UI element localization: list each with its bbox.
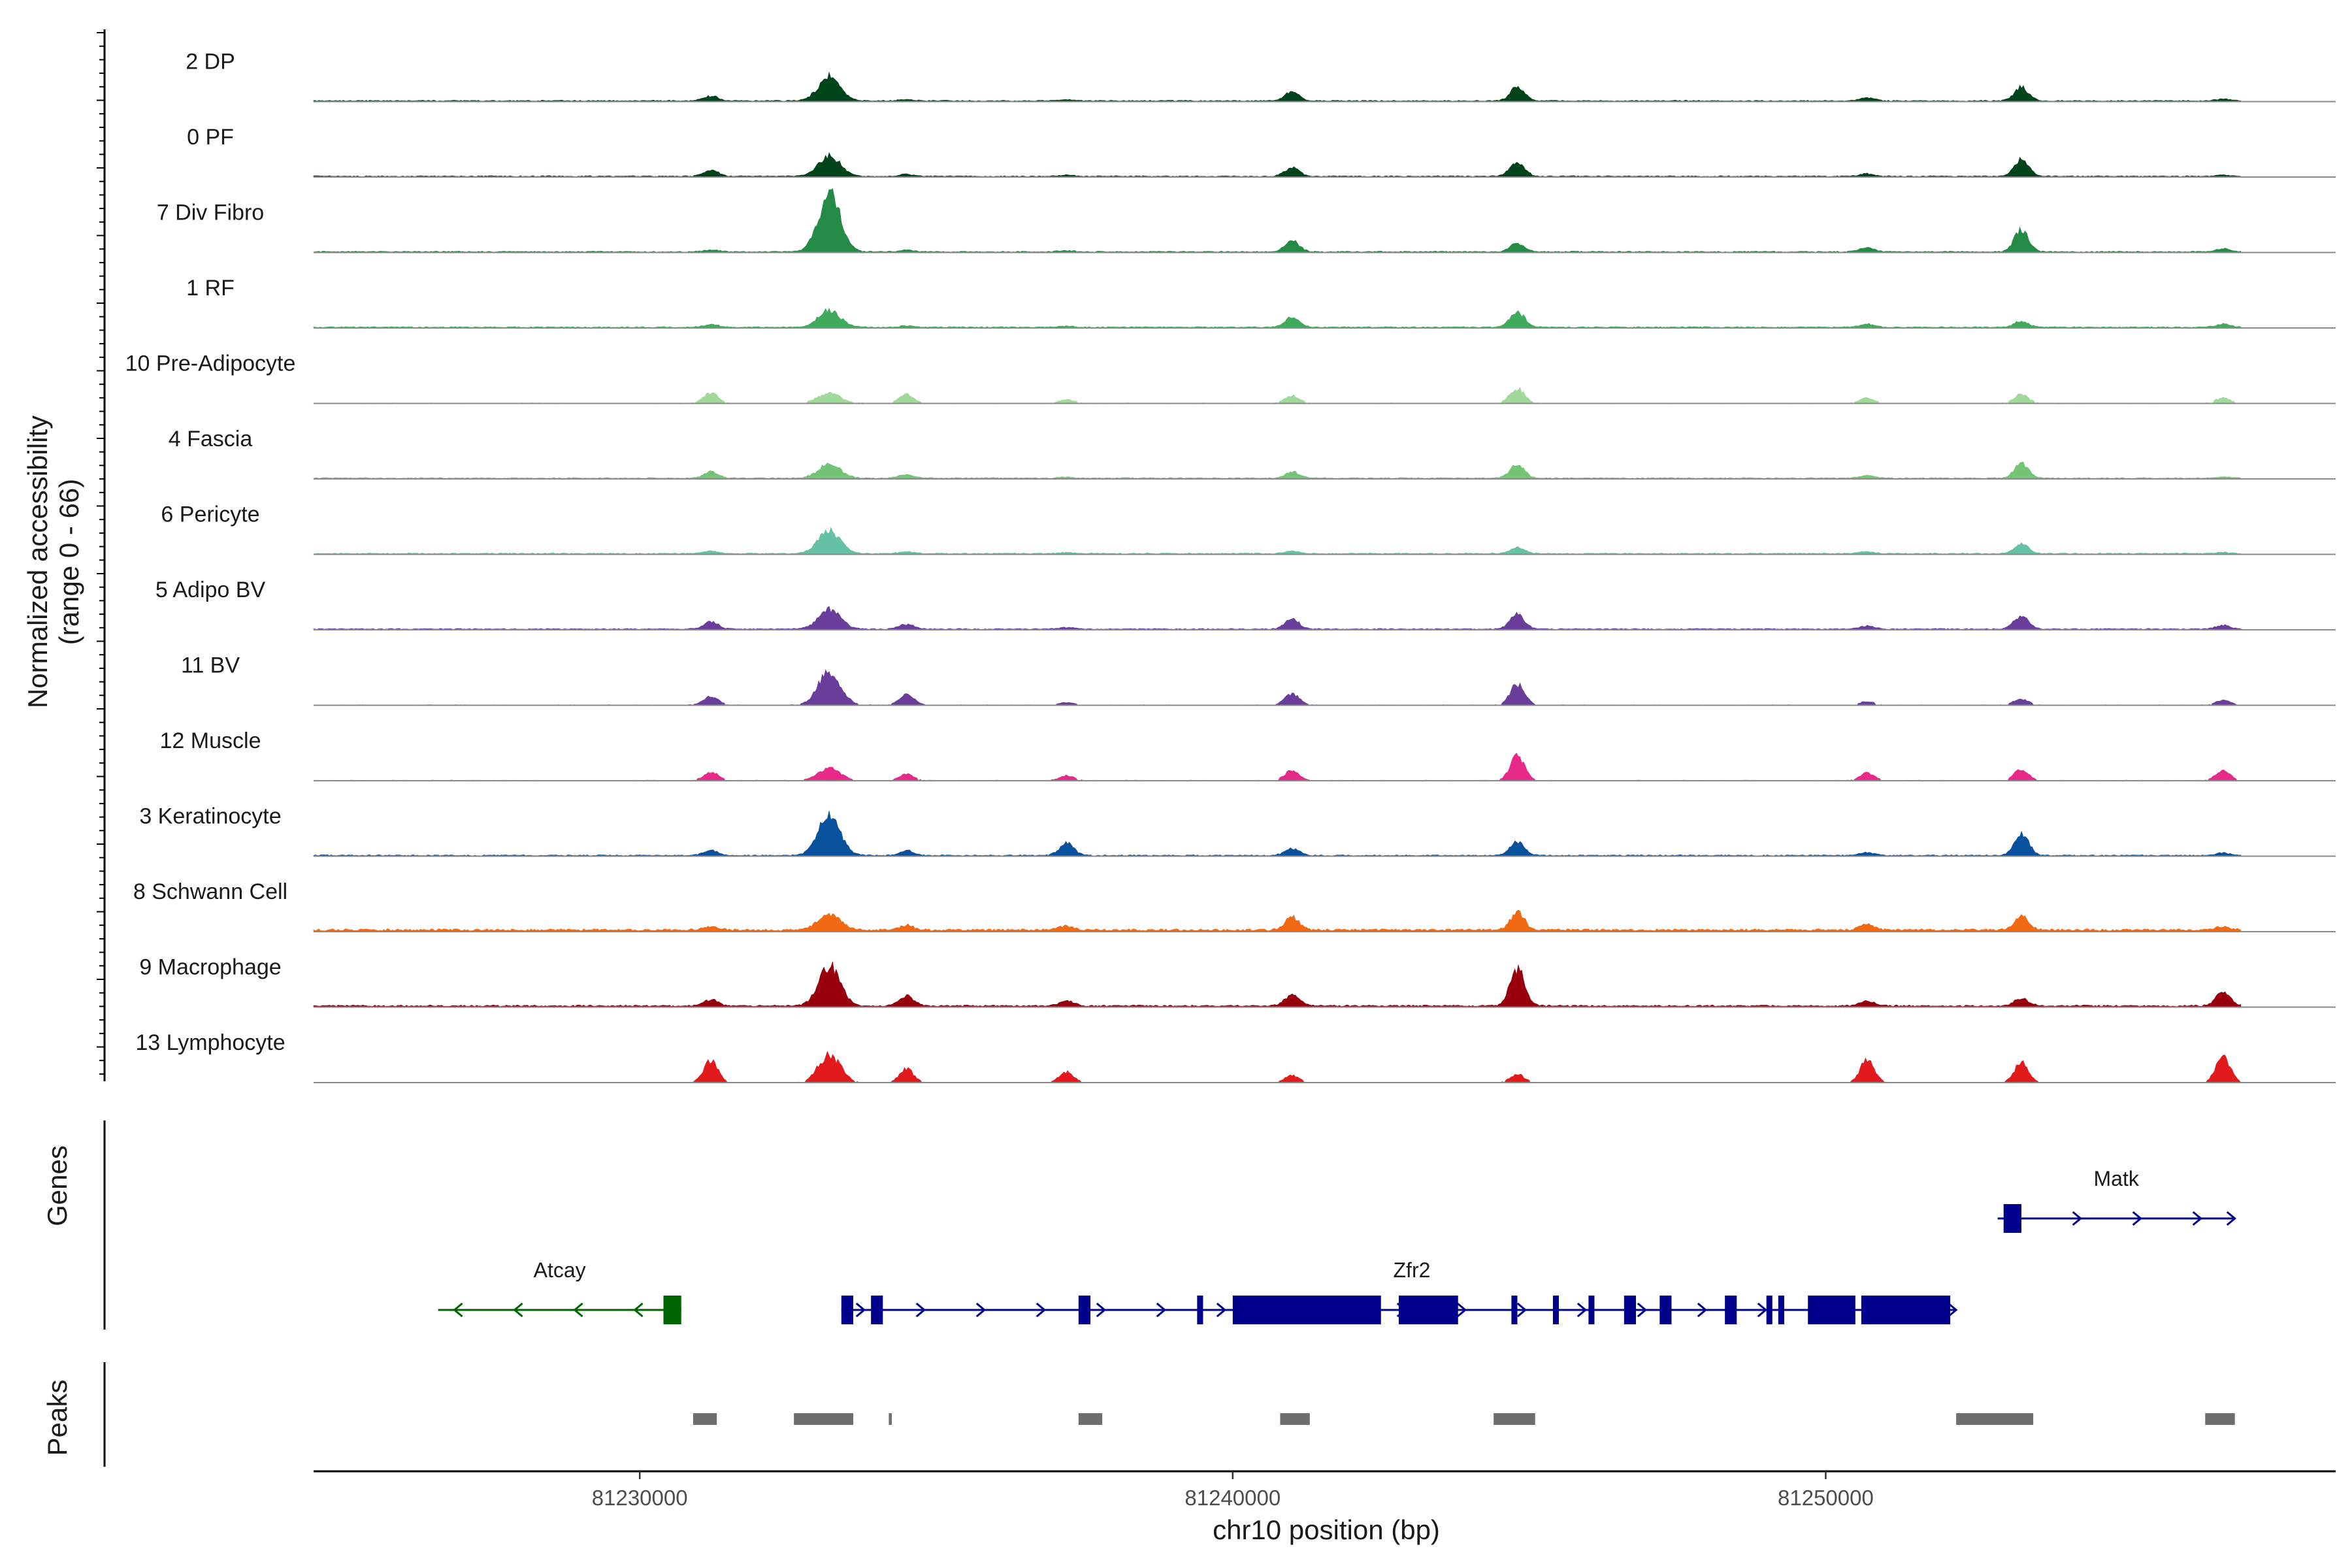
genes-panel-title: Genes: [42, 1145, 73, 1226]
strand-arrow: [1096, 1302, 1107, 1318]
gene-name-label: Matk: [2094, 1167, 2140, 1190]
track-label: 0 PF: [187, 125, 234, 150]
coverage-track-area: [313, 961, 2242, 1007]
coverage-track-area: [313, 606, 2242, 630]
strand-arrow: [2192, 1211, 2202, 1226]
exon-block: [1861, 1296, 1951, 1324]
exon-block: [1725, 1296, 1737, 1324]
coverage-track-area: [313, 152, 2242, 178]
coverage-track-area: [313, 71, 2242, 102]
strand-arrow: [975, 1302, 987, 1318]
track-label: 3 Keratinocyte: [139, 804, 281, 829]
strand-arrow: [2226, 1211, 2237, 1226]
y-axis-title: Normalized accessibility: [22, 416, 53, 708]
track-label: 8 Schwann Cell: [133, 879, 287, 904]
exon-block: [1808, 1296, 1855, 1324]
track-label: 13 Lymphocyte: [135, 1030, 285, 1055]
strand-arrow: [1516, 1302, 1527, 1318]
exon-block: [1552, 1296, 1560, 1324]
coverage-track-area: [313, 753, 2241, 781]
track-label: 12 Muscle: [160, 728, 261, 753]
strand-arrow: [1697, 1302, 1708, 1318]
x-tick-label: 81230000: [592, 1486, 688, 1510]
exon-block: [1588, 1296, 1595, 1324]
strand-arrow: [513, 1302, 523, 1318]
track-label: 1 RF: [186, 276, 235, 301]
track-labels: 2 DP 0 PF 7 Div Fibro 1 RF 10 Pre-Adipocyte 4…: [125, 50, 296, 1056]
exon-block: [1197, 1296, 1203, 1324]
strand-arrow: [855, 1302, 866, 1318]
strand-arrow: [2072, 1211, 2082, 1226]
strand-arrow: [1637, 1302, 1648, 1318]
peak-region: [794, 1413, 853, 1425]
strand-arrow: [1156, 1302, 1167, 1318]
coverage-tracks: [313, 71, 2336, 1083]
exon-block: [1398, 1296, 1458, 1324]
track-label: 2 DP: [186, 50, 235, 74]
coverage-track-area: [314, 669, 2241, 706]
coverage-track-area: [313, 387, 2241, 404]
track-label: 4 Fascia: [169, 427, 253, 451]
strand-arrow: [453, 1302, 463, 1318]
exon-block: [871, 1296, 883, 1324]
coverage-track-area: [313, 188, 2242, 253]
exon-block: [663, 1296, 681, 1324]
peak-region: [1956, 1413, 2034, 1425]
peak-region: [1494, 1413, 1535, 1425]
strand-arrow: [1576, 1302, 1588, 1318]
x-axis: 81230000 81240000 81250000: [314, 1470, 2336, 1510]
strand-arrow: [1456, 1302, 1467, 1318]
coverage-track-area: [313, 810, 2242, 857]
x-tick-label: 81250000: [1778, 1486, 1874, 1510]
strand-arrow: [633, 1302, 644, 1318]
peaks-panel: [103, 1362, 2235, 1467]
exon-block: [1778, 1296, 1784, 1324]
peak-region: [889, 1413, 892, 1425]
gene-name-label: Zfr2: [1394, 1258, 1431, 1282]
strand-arrow: [1757, 1302, 1768, 1318]
exon-block: [1078, 1296, 1090, 1324]
peak-region: [1078, 1413, 1103, 1425]
track-label: 11 BV: [181, 653, 240, 678]
peaks-panel-title: Peaks: [42, 1380, 73, 1456]
coverage-panel: [97, 29, 106, 1081]
peak-region: [1280, 1413, 1310, 1425]
exon-block: [1659, 1296, 1672, 1324]
strand-arrow: [573, 1302, 583, 1318]
gene-name-label: Atcay: [534, 1258, 586, 1282]
peak-region: [693, 1413, 717, 1425]
genes-panel: Atcay Zfr2 Matk: [103, 1120, 2237, 1330]
track-label: 10 Pre-Adipocyte: [125, 351, 296, 376]
coverage-track-area: [313, 307, 2242, 329]
coverage-track-area: [313, 909, 2242, 932]
exon-block: [1624, 1296, 1637, 1324]
exon-block: [841, 1296, 853, 1324]
strand-arrow: [2132, 1211, 2142, 1226]
y-axis-range: (range 0 - 66): [54, 479, 84, 645]
coverage-track-area: [313, 527, 2242, 555]
exon-block: [1511, 1296, 1518, 1324]
strand-arrow: [1216, 1302, 1227, 1318]
x-tick-label: 81240000: [1184, 1486, 1281, 1510]
x-axis-title: chr10 position (bp): [1213, 1514, 1440, 1545]
track-label: 7 Div Fibro: [157, 201, 264, 225]
track-label: 6 Pericyte: [161, 502, 259, 527]
strand-arrow: [1036, 1302, 1047, 1318]
exon-block: [1766, 1296, 1772, 1324]
coverage-track-area: [314, 1051, 2242, 1083]
strand-arrow: [1948, 1302, 1958, 1318]
exon-block: [2003, 1204, 2021, 1233]
strand-arrow: [915, 1302, 926, 1318]
track-label: 9 Macrophage: [139, 955, 281, 980]
peak-region: [2205, 1413, 2235, 1425]
track-label: 5 Adipo BV: [155, 578, 266, 602]
exon-block: [1232, 1296, 1381, 1324]
coverage-track-area: [313, 461, 2242, 480]
